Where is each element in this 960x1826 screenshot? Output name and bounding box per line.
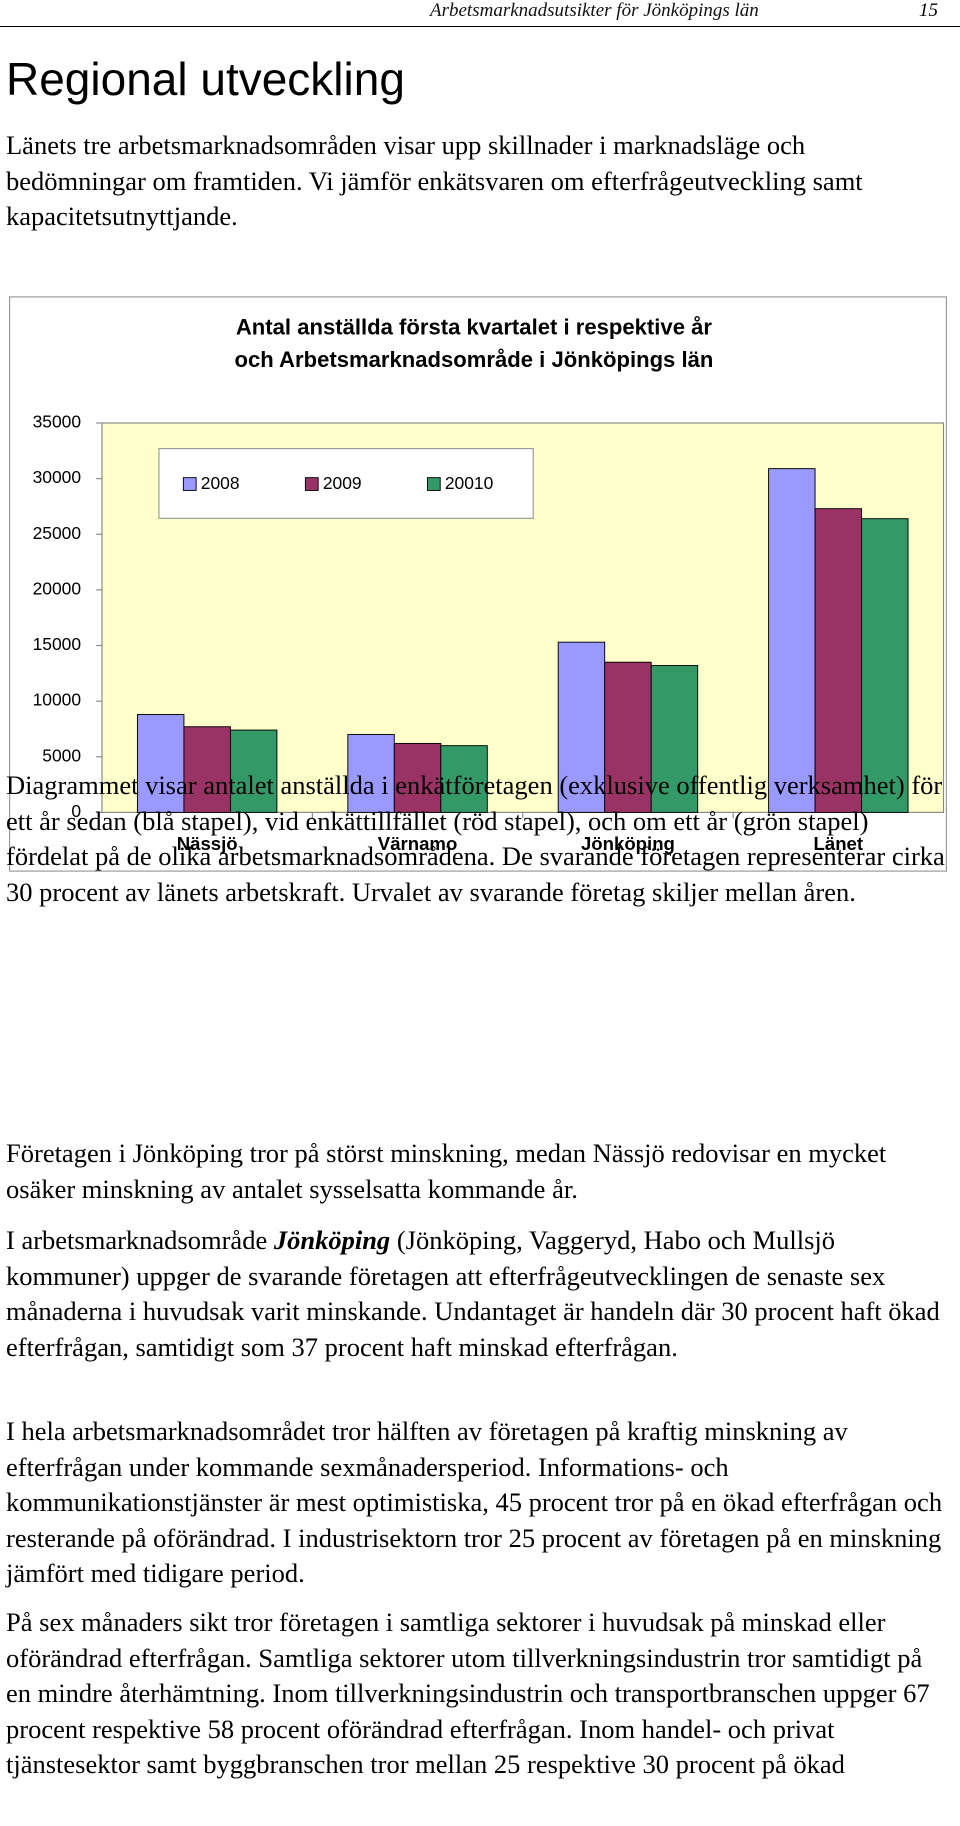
legend-swatch bbox=[426, 477, 441, 491]
intro: Länets tre arbetsmarknadsområden visar u… bbox=[6, 130, 863, 231]
y-tick-label: 30000 bbox=[33, 467, 82, 487]
legend-box bbox=[158, 448, 534, 519]
y-tick-label: 35000 bbox=[33, 412, 82, 432]
text: I arbetsmarknadsområde bbox=[6, 1225, 274, 1255]
paragraph: På sex månaders sikt tror företagen i sa… bbox=[6, 1607, 930, 1779]
running-title: Arbetsmarknadsutsikter för Jönköpings lä… bbox=[430, 0, 759, 21]
title: Regional utveckling bbox=[6, 53, 405, 105]
y-tick-label: 0 bbox=[71, 801, 81, 821]
x-tick-label: Länet bbox=[814, 833, 864, 854]
x-tick-label: Jönköping bbox=[581, 833, 675, 854]
bar bbox=[557, 641, 606, 813]
bar bbox=[861, 518, 909, 813]
y-tick-label: 10000 bbox=[33, 690, 82, 710]
legend-swatch bbox=[304, 477, 319, 491]
text: (Jönköping, Vaggeryd, Habo och Mullsjö k… bbox=[6, 1225, 940, 1362]
bar bbox=[347, 734, 395, 813]
emphasis: Jönköping bbox=[273, 1225, 391, 1255]
legend-label: 2009 bbox=[323, 473, 362, 493]
y-tick-label: 15000 bbox=[33, 634, 82, 654]
x-tick-label: Nässjö bbox=[177, 833, 238, 854]
bar bbox=[440, 745, 488, 813]
chart: Antal anställda första kvartalet i respe… bbox=[9, 296, 947, 872]
paragraph: Företagen i Jönköping tror på störst min… bbox=[6, 1138, 887, 1204]
y-tick-label: 25000 bbox=[33, 523, 82, 543]
page-number: 15 bbox=[919, 0, 938, 21]
chart-title: Antal anställda första kvartalet i respe… bbox=[236, 315, 713, 340]
bar bbox=[229, 729, 278, 813]
y-tick-label: 20000 bbox=[33, 579, 82, 599]
bar bbox=[814, 508, 863, 813]
y-tick-label: 5000 bbox=[42, 745, 81, 765]
paragraph: I hela arbetsmarknadsområdet tror hälfte… bbox=[6, 1416, 943, 1588]
x-tick-label: Värnamo bbox=[378, 833, 458, 854]
header-rule bbox=[0, 26, 960, 27]
bar bbox=[604, 661, 652, 813]
paragraph: Diagrammet visar antalet anställda i enk… bbox=[6, 770, 945, 907]
legend-label: 2008 bbox=[201, 473, 240, 493]
bar bbox=[136, 714, 185, 813]
legend-swatch bbox=[182, 477, 197, 491]
bar bbox=[650, 665, 699, 813]
paragraph: I arbetsmarknadsområde Jönköping (Jönköp… bbox=[6, 1223, 951, 1365]
bar bbox=[768, 468, 816, 813]
bar bbox=[183, 726, 231, 813]
bar bbox=[393, 742, 442, 813]
legend-label: 20010 bbox=[445, 473, 494, 493]
chart-title: och Arbetsmarknadsområde i Jönköpings lä… bbox=[234, 347, 713, 372]
